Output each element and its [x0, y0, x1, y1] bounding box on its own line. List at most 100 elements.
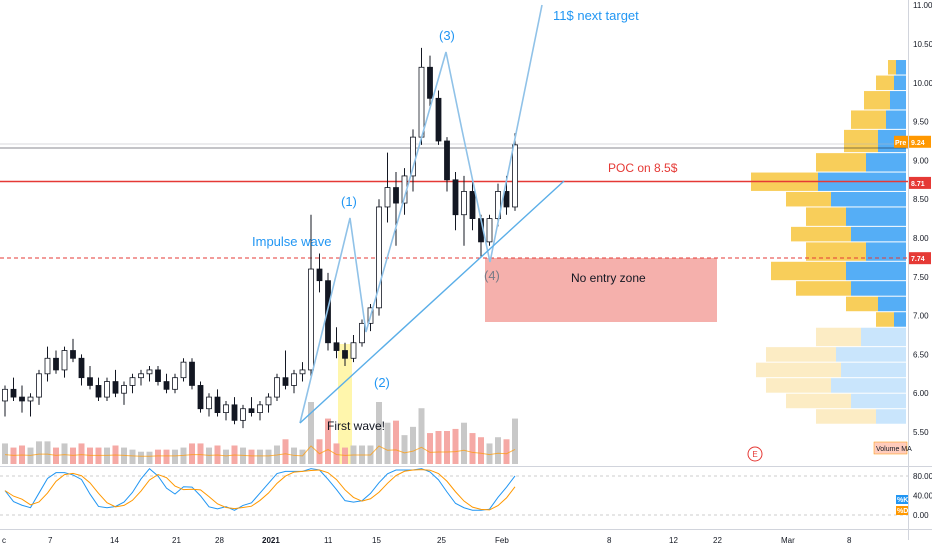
- volume-profile-sell: [888, 60, 896, 75]
- candle-body: [95, 385, 102, 398]
- volume-bar: [401, 435, 408, 464]
- volume-profile-buy: [886, 110, 906, 129]
- candle-body: [316, 268, 323, 282]
- candle-body: [257, 404, 263, 413]
- trendline-support: [299, 180, 565, 424]
- candle-body: [104, 381, 110, 398]
- annotation-no-entry-zone: No entry zone: [571, 271, 646, 285]
- volume-bar: [486, 443, 493, 464]
- y-tick-label: 6.50: [913, 350, 929, 359]
- x-tick-label: 21: [172, 536, 181, 545]
- y-tick-label: 8.50: [913, 195, 929, 204]
- candle-body: [333, 342, 340, 351]
- volume-profile-buy: [841, 362, 906, 378]
- candle-body: [503, 191, 510, 208]
- candle-body: [240, 408, 246, 421]
- candle-body: [27, 396, 34, 402]
- volume-bar: [138, 451, 144, 464]
- x-tick-label: 28: [215, 536, 224, 545]
- volume-profile-buy: [878, 296, 906, 312]
- candle-body: [461, 191, 467, 216]
- annotation-wave-2: (2): [374, 375, 390, 390]
- candle-body: [265, 396, 272, 406]
- candle-body: [291, 373, 297, 386]
- price-badge-label: 9.24: [911, 140, 925, 147]
- volume-bar: [376, 402, 382, 464]
- candle-body: [435, 97, 442, 142]
- y-tick-label: 9.00: [913, 156, 929, 165]
- candle-body: [61, 350, 68, 371]
- candle-body: [359, 322, 365, 344]
- volume-profile-buy: [851, 281, 906, 296]
- volume-bar: [146, 451, 153, 464]
- candle-body: [112, 381, 119, 394]
- candle-body: [469, 191, 476, 220]
- candle-body: [274, 377, 280, 398]
- osc-d-line: [4, 469, 516, 511]
- volume-profile-sell: [756, 362, 841, 378]
- osc-tick-label: 0.00: [913, 511, 929, 520]
- volume-bar: [393, 420, 399, 464]
- volume-profile-buy: [846, 261, 906, 281]
- volume-profile-sell: [766, 347, 836, 362]
- candle-body: [376, 206, 382, 309]
- volume-bar: [384, 422, 391, 464]
- candle-body: [384, 187, 391, 208]
- candle-body: [121, 385, 127, 394]
- y-tick-label: 10.50: [913, 40, 932, 49]
- volume-bar: [495, 437, 501, 464]
- annotation-first-wave: First wave!: [327, 419, 385, 433]
- price-axis[interactable]: 5.50 6.00 6.50 7.00 7.50 8.00 8.50 9.00 9.50 10.0…: [913, 1, 932, 437]
- x-tick-label: 14: [110, 536, 119, 545]
- osc-badge-bg: [896, 495, 908, 504]
- volume-bar: [265, 449, 272, 464]
- earnings-marker[interactable]: [747, 446, 763, 462]
- volume-bar: [44, 441, 51, 464]
- y-tick-label: 9.50: [913, 118, 929, 127]
- volume-bar: [36, 441, 42, 464]
- volume-bar: [452, 428, 459, 464]
- volume-profile-buy: [890, 91, 906, 110]
- volume-bar: [503, 439, 510, 464]
- candle-body: [36, 373, 42, 398]
- volume-profile-sell: [851, 110, 886, 129]
- volume-bar: [427, 433, 433, 464]
- volume-bar: [299, 449, 306, 464]
- annotation-wave-3: (3): [439, 28, 455, 43]
- volume-profile-sell: [816, 153, 866, 172]
- candle-body: [444, 140, 450, 181]
- volume-bar: [189, 443, 195, 464]
- candle-body: [2, 388, 8, 402]
- candle-body: [70, 350, 76, 359]
- volume-bar: [410, 426, 416, 464]
- x-tick-label: 25: [437, 536, 446, 545]
- volume-bar: [248, 449, 255, 464]
- candle-body: [189, 361, 195, 386]
- elliott-wave-path: [299, 4, 543, 424]
- volume-profile-sell: [864, 91, 890, 110]
- volume-bar: [163, 449, 170, 464]
- volume-profile-sell: [876, 75, 894, 91]
- candle-body: [172, 377, 178, 390]
- candle-body: [223, 404, 229, 413]
- y-tick-label: 8.00: [913, 234, 929, 243]
- candle-body: [231, 404, 238, 421]
- volume-bar: [333, 443, 340, 464]
- candle-body: [138, 373, 144, 379]
- volume-bar: [61, 443, 68, 464]
- time-axis[interactable]: c 7 14 21 28 2021 11 15 25 Feb 8 12 22 Mar 8: [2, 536, 852, 545]
- candle-body: [418, 66, 425, 138]
- x-tick-label: 22: [713, 536, 722, 545]
- candle-body: [486, 218, 493, 243]
- volume-bar: [257, 449, 263, 464]
- candle-body: [452, 179, 459, 216]
- x-tick-label: 8: [847, 536, 852, 545]
- candle-body: [19, 396, 25, 402]
- y-tick-label: 11.00: [913, 1, 932, 10]
- volume-ma-label-bg: [873, 441, 908, 455]
- y-tick-label: 6.00: [913, 389, 929, 398]
- x-tick-label: 8: [607, 536, 612, 545]
- volume-profile-buy: [851, 226, 906, 242]
- volume-profile-sell: [796, 281, 851, 296]
